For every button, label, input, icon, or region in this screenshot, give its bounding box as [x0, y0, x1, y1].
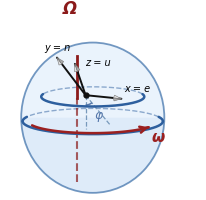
Polygon shape: [21, 118, 164, 193]
Ellipse shape: [21, 43, 164, 193]
Polygon shape: [113, 95, 121, 99]
Polygon shape: [57, 58, 62, 65]
Text: y = n: y = n: [44, 43, 70, 53]
Polygon shape: [75, 64, 80, 71]
Polygon shape: [74, 64, 77, 72]
Text: φ: φ: [94, 109, 102, 122]
Text: ω: ω: [151, 130, 164, 145]
Polygon shape: [57, 58, 63, 64]
Text: Ω: Ω: [62, 0, 76, 18]
Text: x = e: x = e: [123, 84, 150, 94]
Polygon shape: [113, 98, 121, 101]
Text: z = u: z = u: [84, 58, 110, 68]
